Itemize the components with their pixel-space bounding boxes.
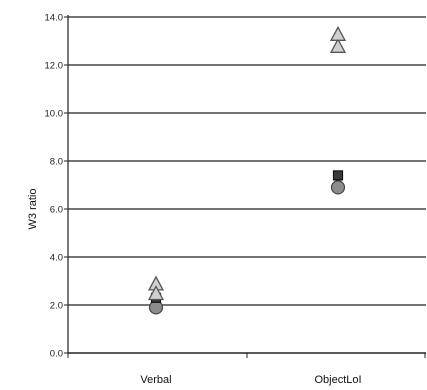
gridlines — [68, 16, 426, 306]
x-category-label: Verbal — [140, 374, 171, 386]
y-tick-label: 14.0 — [45, 13, 64, 24]
data-point-square — [332, 170, 344, 181]
y-tick-label: 10.0 — [45, 109, 64, 120]
y-tick-label: 4.0 — [50, 253, 63, 264]
data-point-triangle — [147, 285, 165, 301]
x-category-labels: Verbal ObjectLoI — [140, 374, 361, 386]
y-tick-label: 2.0 — [50, 301, 63, 312]
y-tick-labels: 0.0 2.0 4.0 6.0 8.0 10.0 12.0 14.0 — [45, 13, 64, 360]
y-tick-label: 6.0 — [50, 205, 63, 216]
y-tick-label: 12.0 — [45, 61, 64, 72]
axes — [64, 15, 426, 358]
y-tick-label: 0.0 — [50, 349, 63, 360]
data-point-triangle — [329, 25, 347, 41]
y-axis-title: W3 ratio — [27, 189, 39, 230]
data-points — [147, 25, 347, 315]
x-category-label: ObjectLoI — [314, 374, 361, 386]
data-point-triangle — [329, 37, 347, 53]
y-tick-label: 8.0 — [50, 157, 63, 168]
data-point-circle — [330, 180, 346, 195]
